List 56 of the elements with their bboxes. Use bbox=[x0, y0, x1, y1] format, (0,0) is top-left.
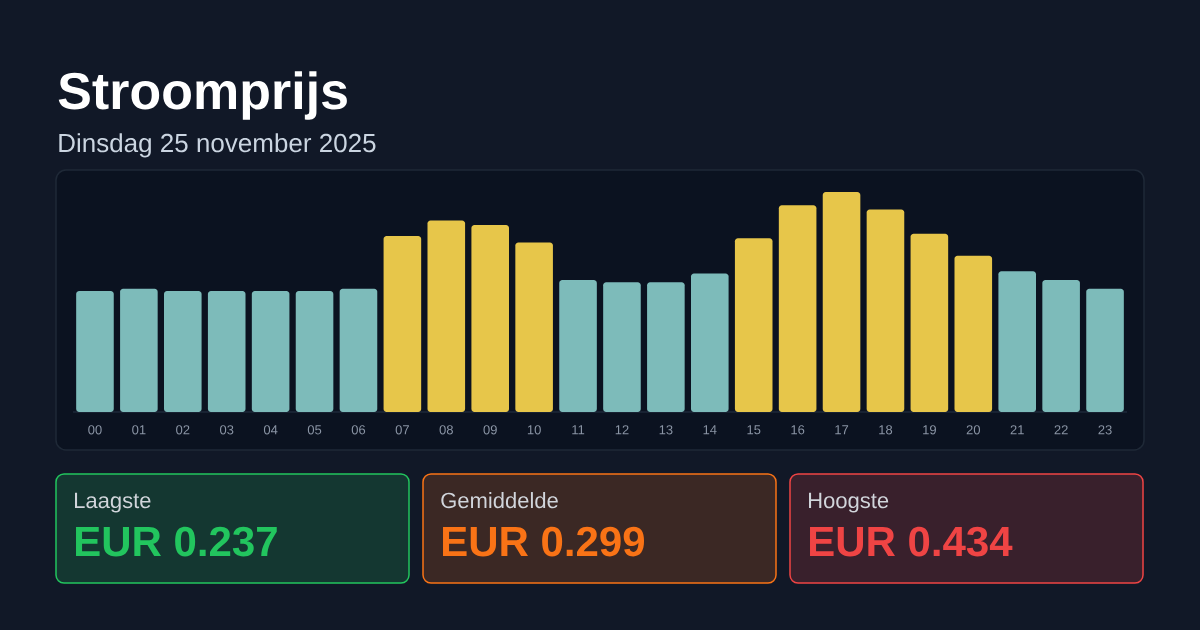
bar bbox=[427, 220, 466, 412]
x-tick-label: 19 bbox=[923, 425, 936, 435]
x-tick-label: 05 bbox=[307, 425, 322, 435]
x-tick-label: 09 bbox=[483, 425, 497, 435]
bar bbox=[954, 255, 993, 412]
x-tick-label: 11 bbox=[572, 425, 585, 435]
x-tick-label: 21 bbox=[1010, 425, 1024, 435]
bar bbox=[295, 291, 334, 412]
x-tick-label: 06 bbox=[351, 425, 366, 435]
x-tick-label: 20 bbox=[966, 425, 981, 435]
x-tick-label: 03 bbox=[219, 425, 234, 435]
bar bbox=[998, 271, 1037, 412]
bar bbox=[383, 236, 422, 412]
x-tick-label: 02 bbox=[176, 425, 190, 435]
chart-subtitle: Dinsdag 25 november 2025 bbox=[59, 133, 376, 158]
x-tick-label: 23 bbox=[1098, 425, 1112, 435]
x-tick-label: 00 bbox=[88, 425, 102, 435]
bar bbox=[1042, 280, 1080, 412]
text: EUR 0.237 bbox=[76, 526, 277, 557]
text: Laagste bbox=[75, 492, 151, 513]
x-tick-label: 12 bbox=[615, 425, 629, 435]
x-tick-label: 08 bbox=[439, 425, 453, 435]
bar bbox=[207, 291, 246, 412]
bar bbox=[778, 205, 817, 412]
text: EUR 0.299 bbox=[443, 526, 645, 557]
bar bbox=[822, 192, 861, 412]
bar bbox=[120, 288, 158, 412]
bar bbox=[866, 209, 905, 412]
x-tick-label: 15 bbox=[747, 425, 761, 435]
bar bbox=[647, 282, 685, 412]
bar bbox=[339, 288, 378, 412]
bar bbox=[471, 225, 510, 412]
text: Gemiddelde bbox=[441, 492, 558, 509]
bar bbox=[76, 291, 114, 412]
x-tick-label: 10 bbox=[527, 425, 541, 435]
x-tick-label: 07 bbox=[395, 425, 409, 435]
bar bbox=[251, 291, 290, 412]
text: EUR 0.434 bbox=[810, 526, 1013, 557]
bar bbox=[1086, 288, 1124, 412]
bar bbox=[164, 291, 202, 412]
bar bbox=[603, 282, 641, 412]
x-tick-label: 04 bbox=[263, 425, 278, 435]
x-tick-label: 13 bbox=[659, 425, 673, 435]
bar bbox=[734, 238, 773, 412]
text: Hoogste bbox=[809, 492, 889, 513]
x-tick-label: 18 bbox=[879, 425, 893, 435]
bar bbox=[691, 273, 729, 412]
bar bbox=[515, 242, 553, 412]
bar bbox=[559, 280, 597, 412]
x-tick-label: 17 bbox=[835, 425, 849, 435]
chart-title: Stroomprijs bbox=[58, 71, 347, 120]
x-tick-label: 14 bbox=[703, 425, 717, 435]
x-tick-label: 16 bbox=[791, 425, 805, 435]
x-tick-label: 01 bbox=[132, 425, 146, 435]
bar bbox=[910, 233, 949, 412]
x-tick-label: 22 bbox=[1054, 425, 1068, 435]
